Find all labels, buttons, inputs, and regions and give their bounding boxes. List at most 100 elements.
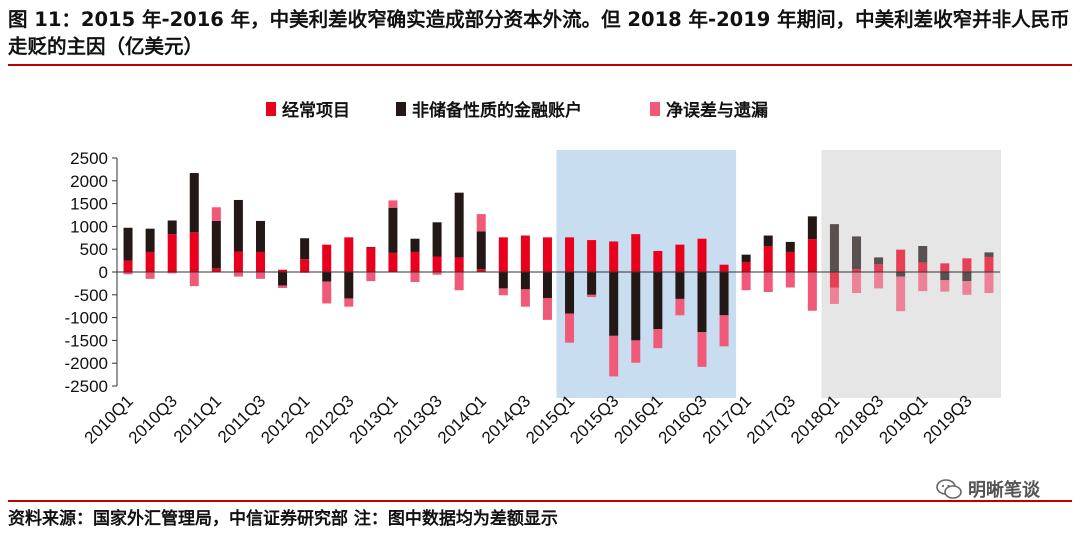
bar-segment [189,173,199,233]
bar-segment [410,238,420,252]
bar-segment [410,251,420,272]
legend: 经常项目 非储备性质的金融账户 净误差与遗漏 [266,100,768,121]
bar-segment [807,216,817,240]
highlight-band [821,150,1001,398]
bar-segment [542,297,552,320]
bar-segment [167,234,177,272]
wechat-icon [936,479,962,499]
source-note: 资料来源：国家外汇管理局，中信证券研究部 注：图中数据均为差额显示 [8,509,558,529]
bar-segment [719,315,729,347]
bar-segment [653,251,663,272]
bar-segment [609,241,619,272]
bar-segment [675,272,685,299]
legend-swatch [396,102,406,116]
bar-segment [542,237,552,272]
y-tick-label: 2500 [70,149,108,168]
bar-segment [829,272,839,288]
bar-segment [454,257,464,272]
bar-segment [741,272,751,291]
highlight-band [556,150,737,398]
bar-segment [631,234,641,272]
bar-segment [984,252,994,257]
y-tick-label: -2000 [65,354,108,373]
bar-segment [697,272,707,333]
bar-segment [520,289,530,307]
bar-segment [962,281,972,295]
bar-segment [344,298,354,307]
bar-segment [852,236,862,270]
bar-segment [344,237,354,272]
bar-segment [278,272,288,286]
bar-segment [123,227,133,261]
bar-segment [344,272,354,299]
bar-segment [697,332,707,367]
y-tick-label: 1500 [70,195,108,214]
bar-segment [940,263,950,272]
bar-segment [167,220,177,235]
bar-segment [829,287,839,304]
bar-segment [896,272,906,277]
bar-segment [366,246,376,248]
bar-segment [454,192,464,258]
bar-segment [189,232,199,272]
bar-segment [322,244,332,272]
title-divider [8,64,1072,66]
bar-segment [587,272,597,295]
bar-segment [918,262,928,272]
x-tick-label: 2011Q1 [170,391,225,446]
y-tick-label: -1000 [65,309,108,328]
bar-segment [565,237,575,272]
y-axis: 2500 2000 1500 1000 500 0 -500 -1000 -1500 -2000 -… [65,149,118,396]
bar-segment [255,251,265,272]
bar-segment [763,246,773,272]
y-tick-label: 0 [99,263,108,282]
bar-segment [962,272,972,282]
bar-segment [653,329,663,349]
bar-segment [763,272,773,293]
bar-segment [498,272,508,289]
bar-segment [189,272,199,287]
legend-swatch [266,102,276,116]
bar-segment [366,272,376,282]
bar-segment [587,294,597,298]
bar-segment [476,269,486,272]
bar-segment [675,244,685,272]
bar-segment [918,246,928,263]
bar-segment [874,264,884,272]
bar-segment [587,240,597,272]
bar-segment [631,340,641,363]
y-tick-label: 1000 [70,217,108,236]
bar-segment [520,235,530,272]
bar-segment [233,272,243,277]
highlight-bands [556,150,1001,398]
bar-segment [322,272,332,282]
bar-segment [631,272,641,341]
bar-segment [145,228,155,252]
figure-title: 图 11：2015 年-2016 年，中美利差收窄确实造成部分资本外流。但 20… [8,8,1070,58]
bar-segment [123,272,133,275]
y-tick-label: 500 [80,240,108,259]
bar-segment [432,222,442,257]
bar-segment [233,251,243,272]
bar-segment [410,272,420,283]
y-tick-label: -2500 [65,377,108,396]
bar-segment [233,199,243,252]
bar-segment [388,252,398,272]
bar-segment [829,224,839,272]
bar-segment [874,272,884,289]
bar-segment [719,264,729,272]
bar-segment [520,272,530,290]
legend-swatch [650,102,660,116]
bar-segment [852,272,862,293]
bar-segment [807,239,817,272]
bar-segment [432,256,442,272]
bar-segment [962,258,972,272]
bar-segment [852,269,862,272]
bar-segment [542,272,552,298]
bar-segment [432,272,442,275]
bar-segment [366,247,376,272]
watermark: 明晰笔谈 [936,476,1040,502]
bar-segment [984,272,994,293]
x-tick-label: 2019Q3 [920,391,976,447]
bar-segment [609,335,619,377]
